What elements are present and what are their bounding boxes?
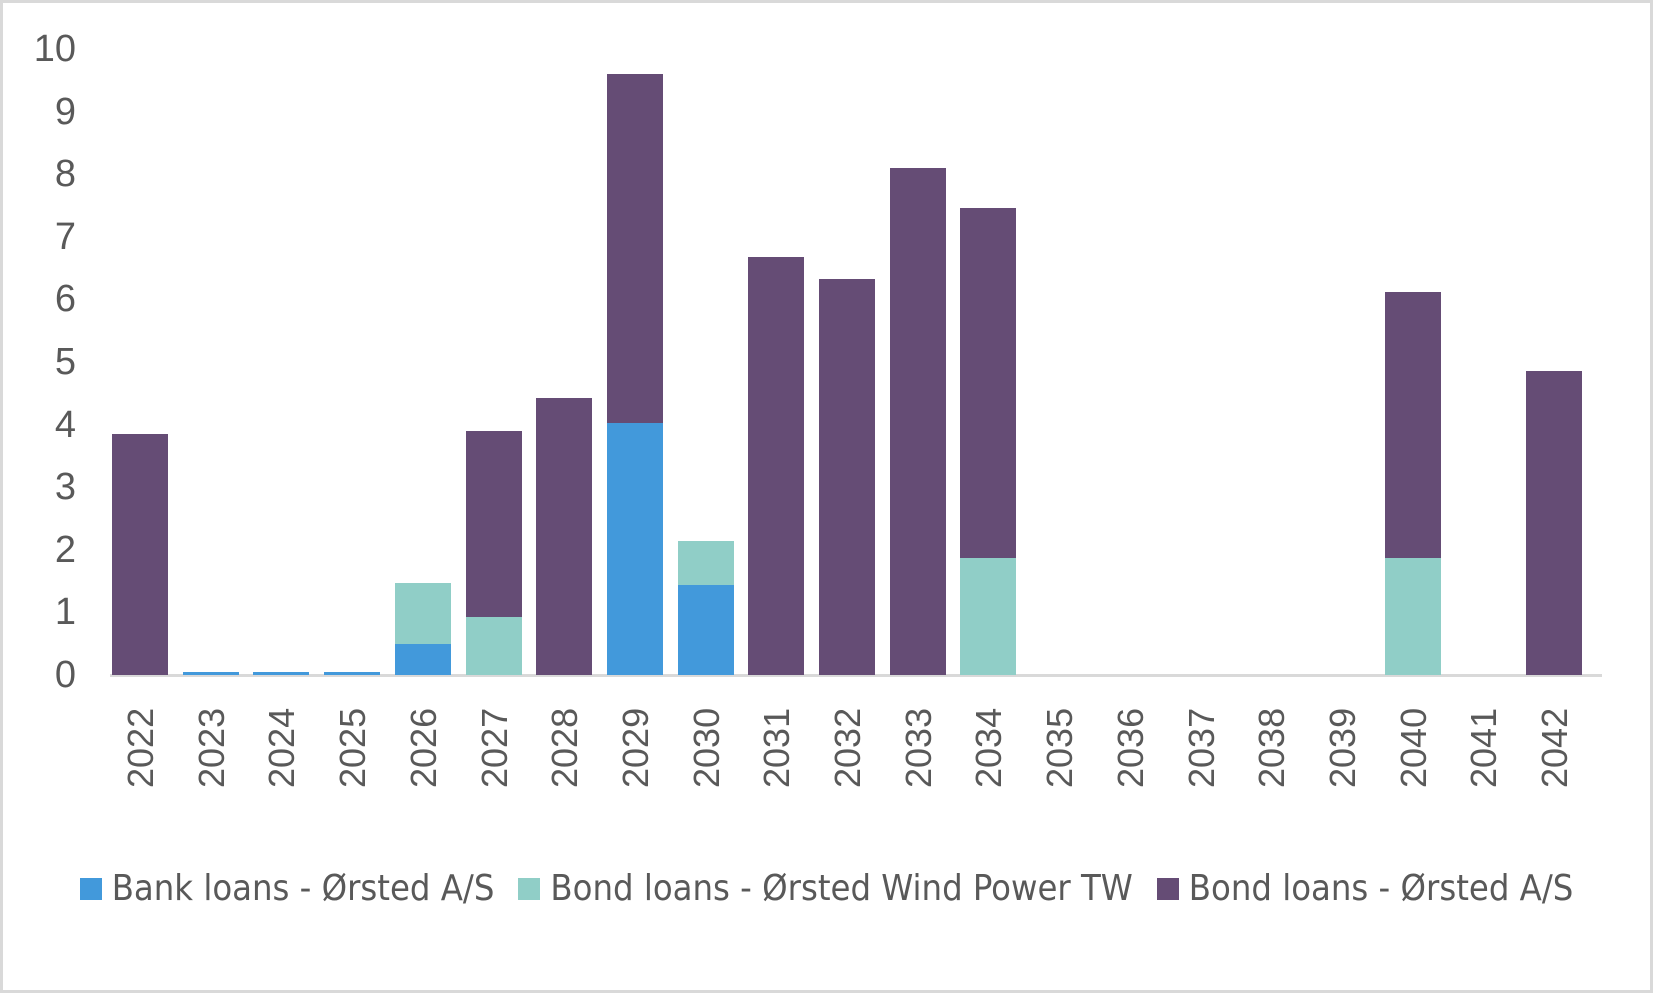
x-tick-label: 2024 (261, 707, 303, 788)
x-tick-label: 2030 (685, 707, 727, 788)
bar-segment (819, 278, 875, 675)
y-tick-label: 10 (33, 28, 76, 70)
bar-segment (677, 584, 734, 675)
x-tick-label: 2042 (1534, 707, 1575, 788)
legend-item: Bond loans - Ørsted A/S (1156, 868, 1574, 909)
bar-segment (394, 582, 451, 644)
x-axis-line (110, 674, 1602, 677)
bar-segment (465, 616, 522, 675)
x-tick-label: 2039 (1321, 707, 1363, 788)
legend-item: Bank loans - Ørsted A/S (79, 868, 495, 909)
bar-segment (960, 557, 1017, 675)
x-tick-label: 2038 (1251, 707, 1293, 788)
y-tick-label: 8 (54, 153, 76, 196)
bar-segment (1384, 291, 1441, 558)
bar-segment (324, 671, 381, 675)
bar-segment (960, 208, 1017, 558)
x-tick-label: 2029 (614, 707, 656, 788)
y-tick-label: 4 (54, 403, 76, 446)
bar-segment (889, 167, 946, 675)
bar-segment (1384, 557, 1441, 675)
bar-segment (394, 643, 451, 675)
y-tick-label: 9 (54, 90, 76, 133)
legend-item: Bond loans - Ørsted Wind Power TW (518, 868, 1133, 909)
y-tick-label: 7 (54, 215, 76, 258)
bar-segment (112, 433, 168, 675)
y-tick-label: 1 (54, 591, 76, 634)
bar-segment (606, 74, 663, 423)
x-tick-label: 2027 (473, 707, 515, 788)
bar-segment (748, 257, 805, 675)
y-tick-label: 6 (54, 278, 76, 321)
y-tick-label: 5 (54, 341, 76, 383)
x-tick-label: 2036 (1109, 707, 1151, 788)
legend: Bank loans - Ørsted A/S Bond loans - Ørst… (0, 868, 1653, 909)
y-tick-label: 3 (54, 466, 76, 509)
legend-swatch-icon (79, 877, 102, 900)
x-tick-label: 2022 (120, 707, 161, 788)
x-tick-label: 2032 (827, 707, 868, 788)
legend-label: Bank loans - Ørsted A/S (111, 868, 495, 909)
bar-segment (182, 671, 239, 675)
x-tick-label: 2028 (544, 707, 586, 788)
bar-segment (536, 397, 593, 675)
x-tick-label: 2023 (190, 707, 232, 788)
x-tick-label: 2034 (968, 707, 1010, 788)
bar-segment (253, 671, 310, 675)
x-tick-label: 2040 (1392, 707, 1434, 788)
y-tick-label: 2 (54, 528, 76, 571)
bar-segment (606, 422, 663, 675)
x-tick-label: 2033 (897, 707, 939, 788)
legend-swatch-icon (518, 877, 541, 900)
x-tick-label: 2041 (1463, 707, 1505, 788)
x-tick-label: 2031 (756, 707, 798, 788)
x-tick-label: 2035 (1039, 707, 1081, 788)
y-tick-label: 0 (54, 654, 76, 696)
x-tick-label: 2026 (402, 707, 444, 788)
legend-label: Bond loans - Ørsted Wind Power TW (550, 868, 1133, 909)
x-tick-label: 2025 (332, 707, 374, 788)
x-tick-label: 2037 (1180, 707, 1222, 788)
legend-label: Bond loans - Ørsted A/S (1188, 868, 1574, 909)
legend-swatch-icon (1156, 877, 1179, 900)
bar-segment (465, 430, 522, 617)
bar-segment (1526, 370, 1582, 675)
bar-segment (677, 541, 734, 585)
